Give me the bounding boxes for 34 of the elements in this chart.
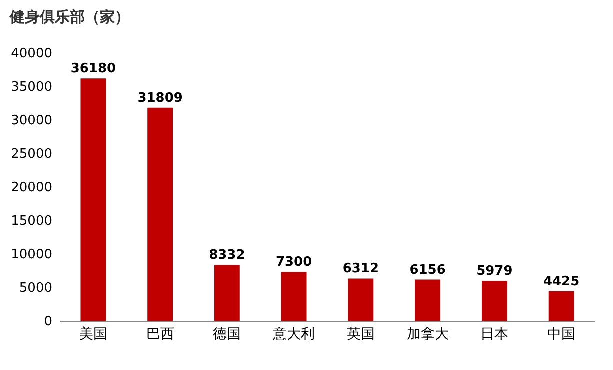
bar [348, 278, 374, 321]
data-label: 8332 [209, 248, 246, 264]
bar [80, 78, 106, 321]
y-tick-label: 30000 [11, 114, 52, 128]
x-tick-label: 英国 [346, 326, 375, 342]
y-tick-label: 15000 [11, 214, 52, 229]
x-tick-label: 意大利 [272, 326, 316, 342]
data-label: 5979 [476, 264, 513, 279]
data-label: 7300 [276, 255, 312, 270]
data-label: 4425 [543, 274, 580, 290]
x-tick-label: 美国 [79, 326, 108, 342]
y-tick-label: 35000 [11, 80, 52, 95]
x-tick-label: 德国 [213, 326, 242, 342]
bar [482, 280, 508, 321]
data-label: 36180 [70, 62, 116, 77]
x-tick-label: 巴西 [146, 326, 174, 342]
x-tick-label: 日本 [480, 326, 509, 342]
data-label: 6312 [342, 262, 380, 277]
bar [281, 272, 307, 321]
x-tick-label: 加拿大 [406, 326, 449, 342]
y-tick-label: 10000 [11, 248, 52, 262]
y-tick-label: 5000 [19, 281, 52, 296]
chart-title: 健身俱乐部（家） [9, 8, 130, 26]
y-tick-label: 40000 [11, 46, 52, 62]
y-tick-label: 20000 [11, 180, 52, 196]
y-tick-label: 0 [44, 314, 52, 330]
bar [148, 108, 174, 321]
bar [415, 280, 441, 321]
data-label: 6156 [410, 262, 446, 278]
y-tick-label: 25000 [11, 147, 52, 162]
bar [214, 265, 240, 321]
data-label: 31809 [138, 90, 183, 106]
x-tick-label: 中国 [548, 326, 576, 342]
bar [548, 291, 574, 321]
